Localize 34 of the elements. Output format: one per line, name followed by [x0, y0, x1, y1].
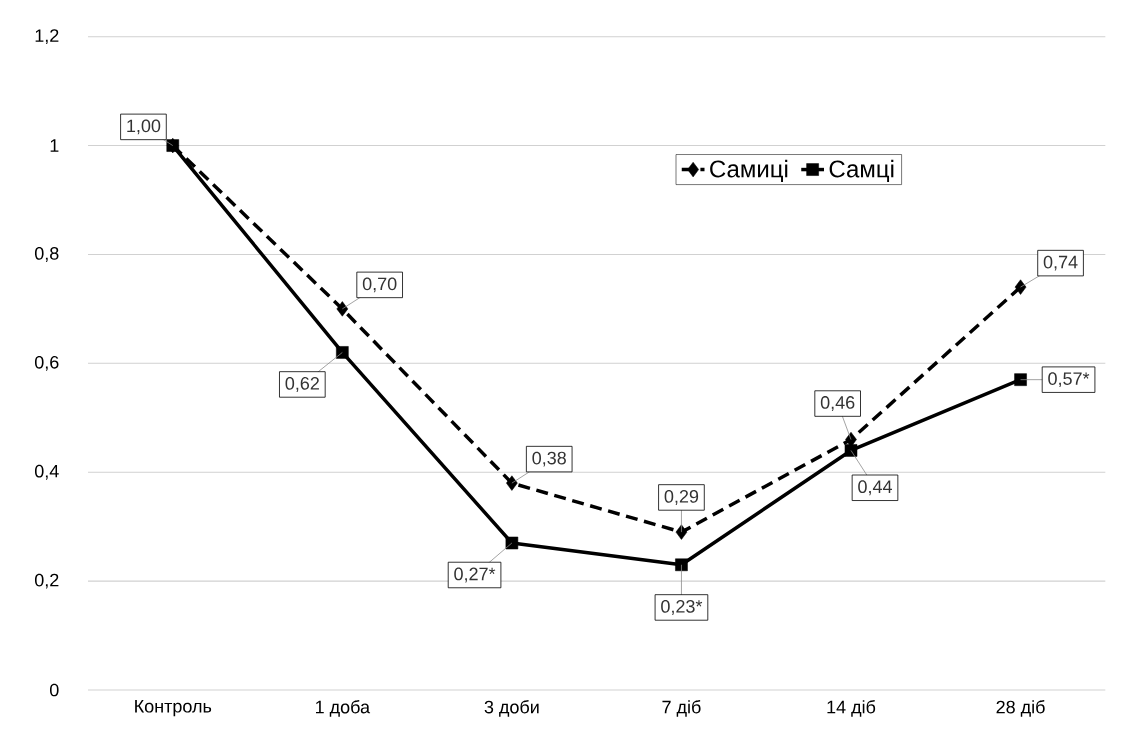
x-tick-label: 28 діб [996, 700, 1045, 717]
legend-label: Самці [829, 159, 894, 183]
data-label: 1,00 [127, 119, 161, 135]
point [336, 346, 349, 359]
data-label: 0,57* [1048, 372, 1090, 388]
data-label: 0,27* [454, 567, 496, 583]
point [675, 558, 688, 572]
point [675, 524, 688, 540]
data-label: 0,74 [1043, 255, 1078, 271]
point [1014, 279, 1027, 295]
point [1014, 373, 1027, 386]
data-label: 0,70 [362, 277, 397, 293]
data-label: 0,44 [858, 480, 892, 496]
point [336, 301, 349, 317]
y-tick-label: 1 [50, 139, 59, 152]
x-tick-label: 14 діб [827, 700, 876, 717]
x-tick-label: 3 доби [484, 700, 539, 717]
y-tick-label: 0,2 [34, 573, 59, 589]
x-tick-label: 1 доба [316, 700, 371, 717]
point [506, 475, 518, 491]
data-label: 0,29 [664, 490, 699, 505]
data-label: 0,62 [285, 377, 319, 392]
legend-label: Самиці [710, 159, 788, 183]
y-tick-label: 0,4 [34, 464, 59, 480]
x-tick-label: 7 діб [662, 700, 701, 717]
y-tick-label: 0,8 [34, 247, 59, 262]
x-tick-label: Контроль [135, 700, 212, 717]
y-tick-label: 1,2 [35, 29, 59, 45]
y-tick-label: 0 [49, 683, 59, 697]
data-label: 0,38 [532, 451, 566, 467]
data-label: 0,46 [820, 396, 855, 411]
point [505, 536, 519, 550]
data-label: 0,23* [661, 600, 703, 615]
y-tick-label: 0,6 [34, 355, 59, 371]
